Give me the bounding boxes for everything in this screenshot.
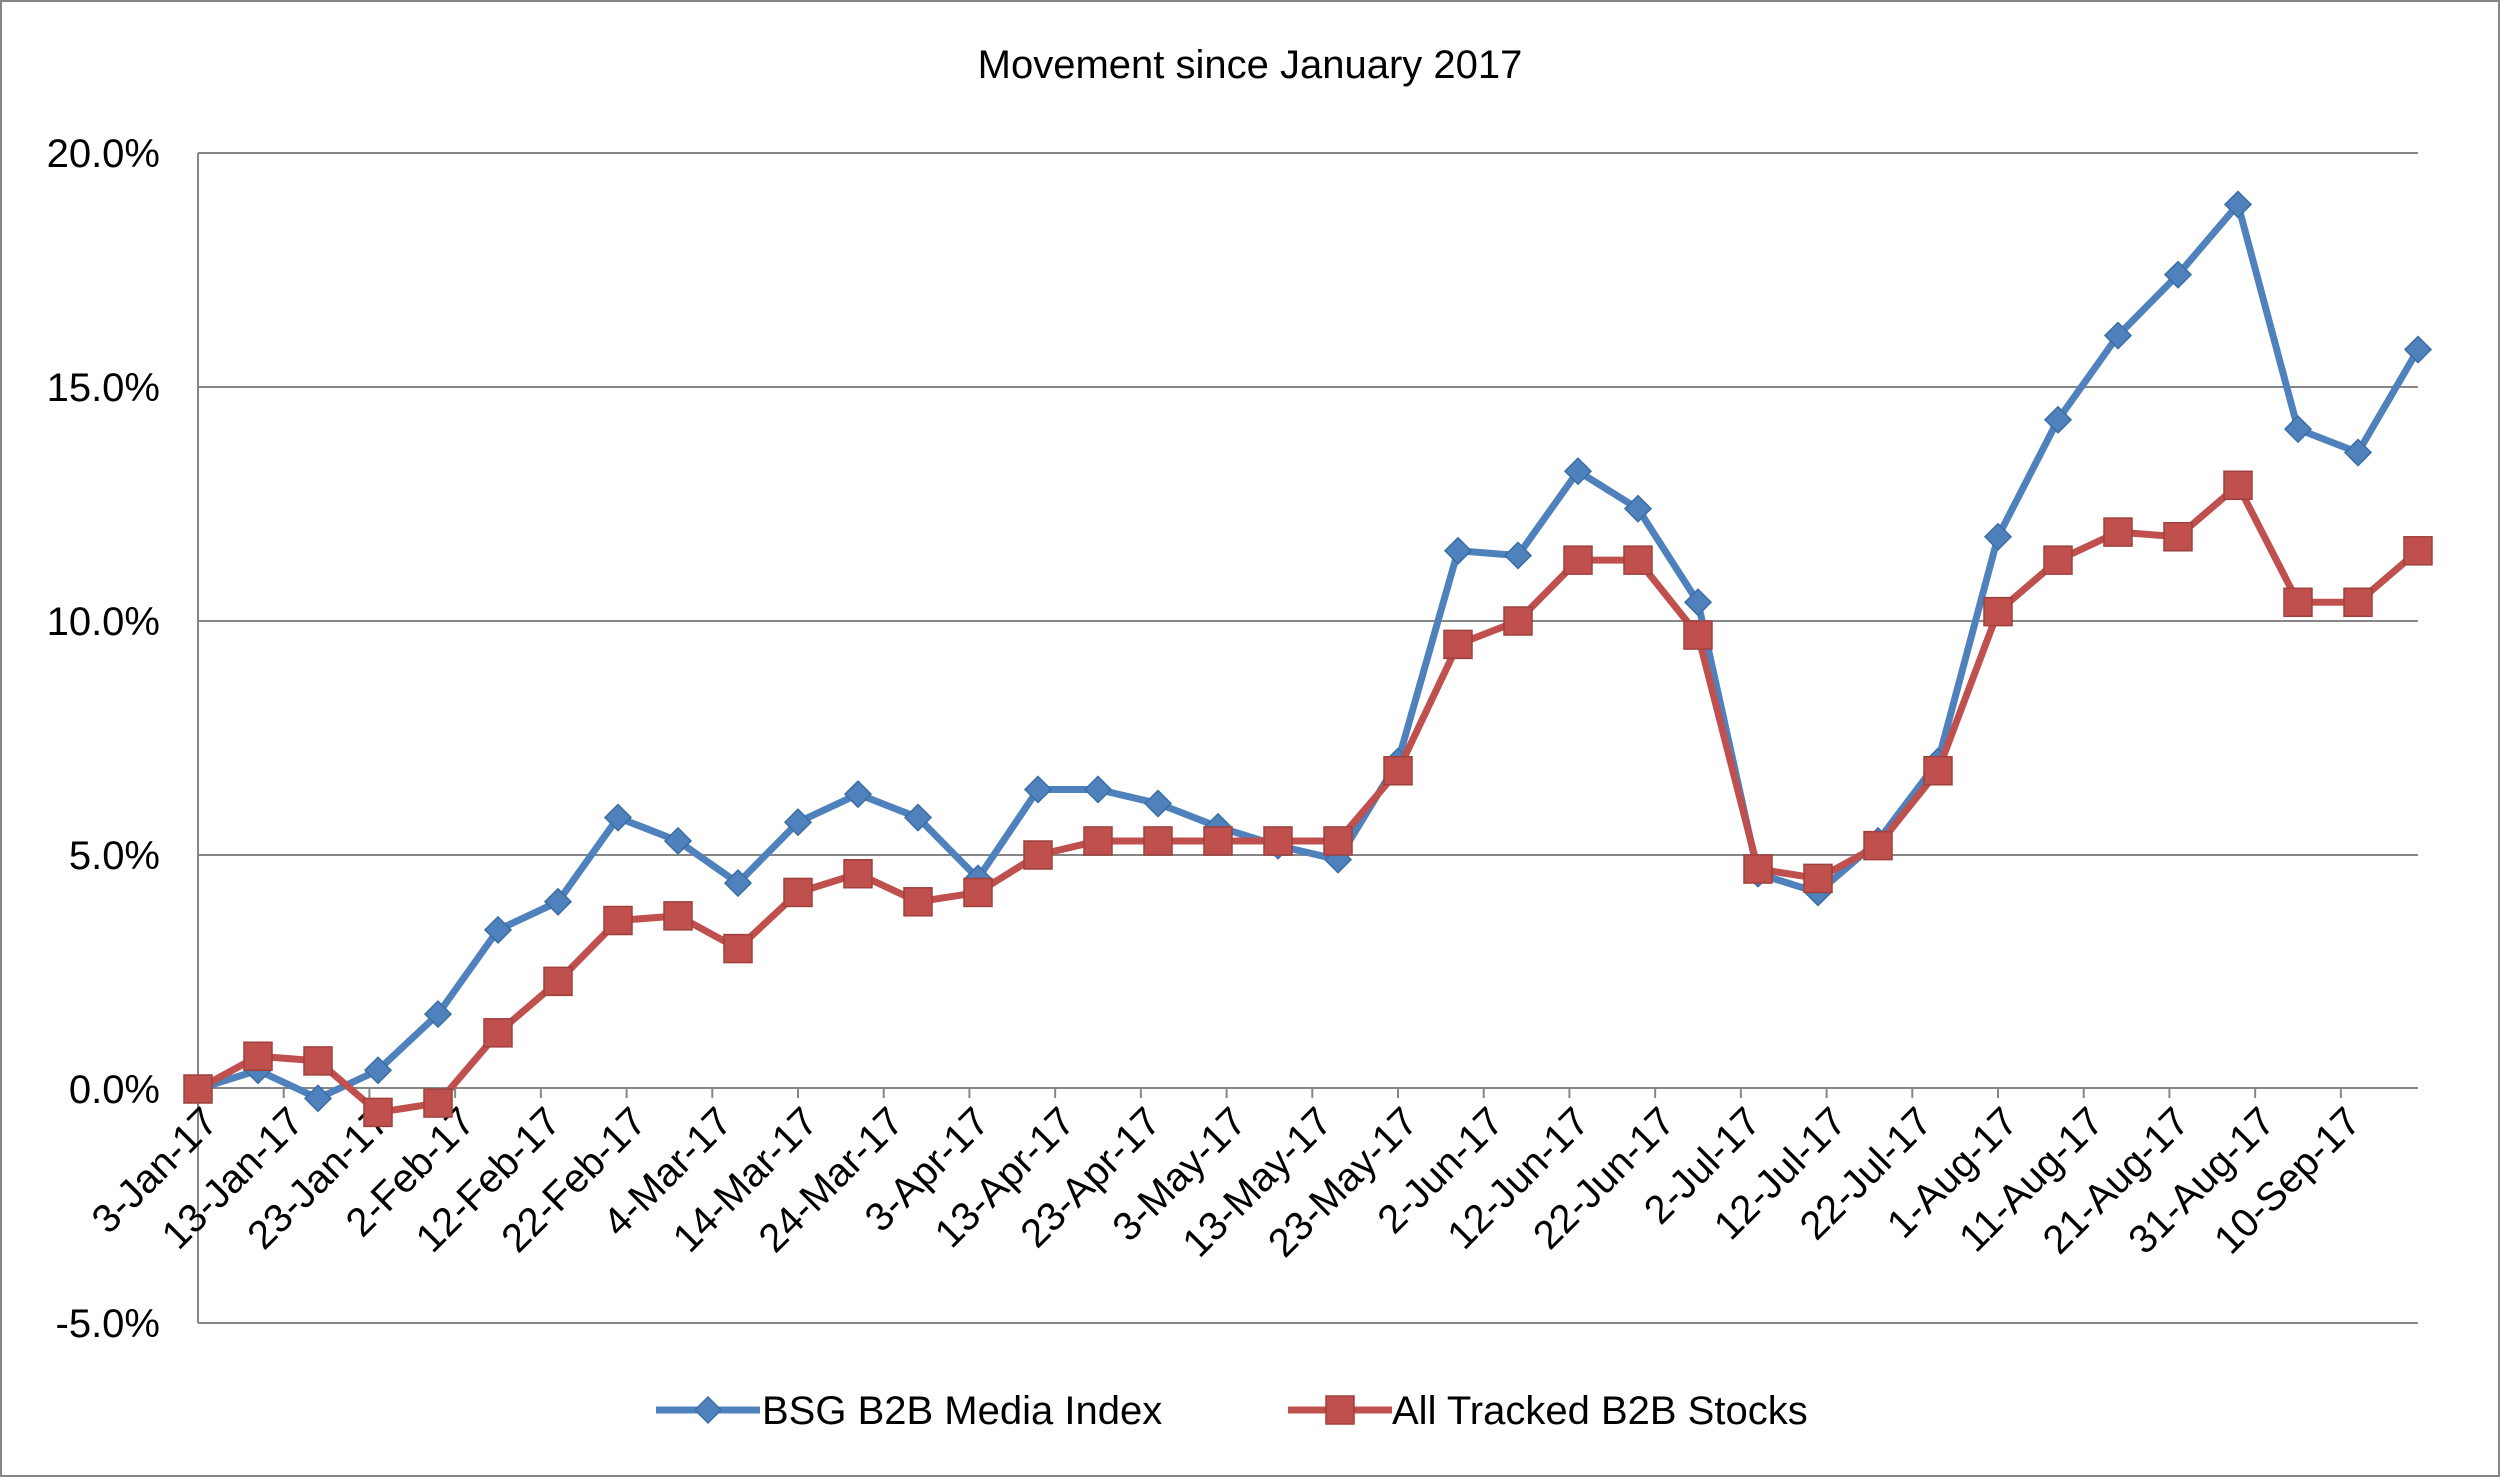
gridlines [198, 152, 2418, 1324]
data-point [363, 1097, 393, 1128]
series-all-tracked-b2b-stocks [183, 470, 2433, 1128]
data-point [1443, 629, 1473, 660]
data-point [723, 869, 753, 898]
y-tick-label: 0.0% [69, 1068, 160, 1112]
data-point [783, 808, 813, 837]
data-point [1863, 830, 1893, 861]
data-point [1563, 545, 1593, 575]
legend-swatch-marker [693, 1395, 723, 1425]
data-point [1803, 863, 1833, 894]
legend-label: All Tracked B2B Stocks [1392, 1389, 1808, 1433]
data-point [1683, 588, 1713, 617]
data-point [1503, 541, 1533, 570]
data-point [483, 1018, 513, 1048]
data-point [303, 1084, 333, 1113]
data-point [1623, 494, 1653, 523]
data-point [903, 803, 933, 832]
data-point [1263, 826, 1293, 856]
data-point [183, 1074, 213, 1104]
data-point [1983, 596, 2013, 627]
data-point [1023, 840, 1053, 870]
data-point [2403, 536, 2433, 566]
data-point [723, 933, 753, 964]
data-point [1983, 522, 2013, 551]
data-point [1683, 620, 1713, 650]
data-point [1023, 775, 1053, 804]
y-tick-label: 15.0% [47, 366, 160, 410]
data-point [2223, 190, 2253, 219]
data-point [2343, 438, 2373, 467]
data-point [1143, 826, 1173, 856]
y-tick-label: 5.0% [69, 834, 160, 878]
data-point [243, 1041, 273, 1071]
data-point [663, 901, 693, 931]
data-point [843, 780, 873, 809]
data-point [1623, 545, 1653, 575]
data-point [2223, 470, 2253, 501]
data-point [903, 887, 933, 917]
data-point [1563, 457, 1593, 486]
series-lines [183, 190, 2433, 1128]
data-point [663, 826, 693, 856]
data-point [2403, 335, 2433, 364]
legend-label: BSG B2B Media Index [762, 1389, 1162, 1433]
data-point [2163, 522, 2193, 552]
axes [197, 153, 2418, 1323]
data-point [2103, 517, 2133, 547]
data-point [483, 915, 513, 944]
chart-title: Movement since January 2017 [978, 43, 1523, 87]
data-point [603, 905, 633, 936]
series-line [196, 200, 2422, 1102]
series-bsg-b2b-media-index [183, 190, 2433, 1113]
data-point [2043, 545, 2073, 575]
data-point [1383, 756, 1413, 786]
data-point [1743, 854, 1773, 884]
series-line [196, 481, 2421, 1116]
data-point [303, 1046, 333, 1076]
data-point [1203, 826, 1233, 856]
data-point [2283, 587, 2313, 618]
legend-item: BSG B2B Media Index [656, 1389, 1162, 1433]
data-point [1443, 536, 1473, 565]
data-point [363, 1056, 393, 1085]
data-point [1083, 775, 1113, 804]
data-point [2343, 587, 2373, 618]
x-axis-tick-labels: 3-Jan-1713-Jan-1723-Jan-172-Feb-1712-Feb… [84, 1099, 2370, 1265]
y-tick-label: 10.0% [47, 600, 160, 644]
data-point [1083, 826, 1113, 856]
data-point [783, 877, 813, 908]
data-point [843, 858, 873, 889]
legend: BSG B2B Media Index All Tracked B2B Stock… [656, 1389, 1808, 1433]
data-point [1923, 756, 1953, 786]
data-point [2103, 321, 2133, 350]
data-point [603, 803, 633, 832]
data-point [2043, 405, 2073, 434]
y-axis-tick-labels: -5.0% 0.0% 5.0% 10.0% 15.0% 20.0% [47, 132, 160, 1346]
y-tick-label: -5.0% [56, 1302, 161, 1346]
data-point [1143, 789, 1173, 818]
data-point [1323, 826, 1353, 856]
data-point [963, 877, 993, 908]
legend-swatch-marker [1325, 1395, 1355, 1425]
y-tick-label: 20.0% [47, 132, 160, 176]
data-point [2163, 260, 2193, 289]
data-point [423, 1000, 453, 1029]
data-point [543, 887, 573, 916]
data-point [423, 1088, 453, 1118]
data-point [543, 966, 573, 997]
data-point [1503, 606, 1533, 636]
legend-item: All Tracked B2B Stocks [1288, 1389, 1808, 1433]
data-point [2283, 415, 2313, 444]
